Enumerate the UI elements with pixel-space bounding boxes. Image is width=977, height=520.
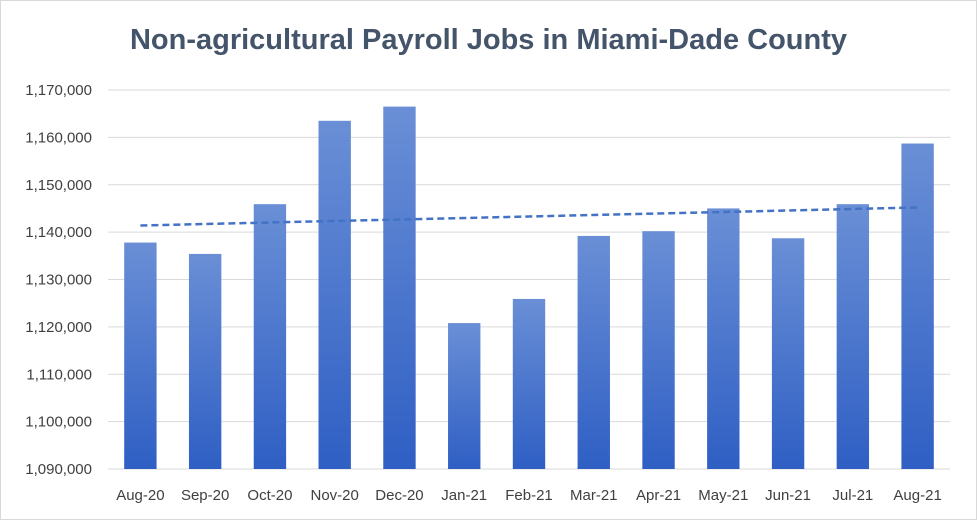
x-tick-label: May-21	[698, 487, 748, 504]
y-tick-label: 1,170,000	[25, 82, 92, 99]
x-tick-label: Feb-21	[505, 487, 553, 504]
bar	[771, 238, 805, 469]
x-tick-label: Sep-20	[181, 487, 229, 504]
x-tick-label: Jun-21	[765, 487, 811, 504]
bar	[642, 231, 675, 469]
x-tick-label: Apr-21	[636, 487, 681, 504]
x-tick-label: Mar-21	[570, 487, 618, 504]
x-tick-label: Oct-20	[247, 487, 292, 504]
bar	[836, 204, 870, 469]
y-tick-label: 1,130,000	[25, 272, 92, 289]
y-tick-label: 1,100,000	[25, 414, 92, 431]
bar	[448, 323, 481, 469]
y-tick-label: 1,140,000	[25, 224, 92, 241]
bar	[901, 143, 934, 469]
bar	[124, 242, 157, 469]
bar	[188, 253, 222, 469]
y-tick-label: 1,160,000	[25, 129, 92, 146]
trendline	[140, 206, 918, 227]
x-tick-label: Aug-21	[893, 487, 941, 504]
y-tick-label: 1,090,000	[25, 461, 92, 478]
bar	[577, 235, 610, 469]
x-tick-label: Jul-21	[832, 487, 873, 504]
bar	[512, 298, 546, 469]
y-tick-label: 1,110,000	[26, 366, 92, 383]
x-tick-label: Dec-20	[375, 487, 423, 504]
x-tick-label: Jan-21	[441, 487, 487, 504]
bar	[383, 106, 416, 470]
x-tick-label: Nov-20	[311, 487, 359, 504]
bar	[253, 204, 287, 469]
bar	[707, 208, 740, 469]
bar	[318, 120, 351, 469]
chart-title: Non-agricultural Payroll Jobs in Miami-D…	[129, 24, 848, 56]
x-tick-label: Aug-20	[116, 487, 164, 504]
y-tick-label: 1,120,000	[25, 319, 92, 336]
y-tick-label: 1,150,000	[25, 177, 92, 194]
